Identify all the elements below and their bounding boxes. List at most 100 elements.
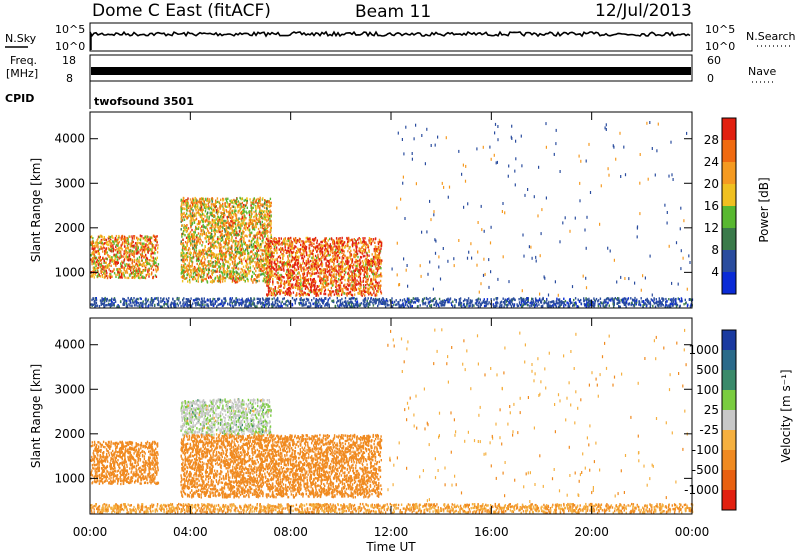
scatter-cell: [307, 266, 310, 269]
scatter-cell: [223, 219, 225, 223]
scatter-cell: [366, 266, 368, 269]
scatter-cell: [270, 219, 272, 223]
scatter-cell: [188, 235, 190, 238]
scatter-cell: [114, 236, 117, 240]
scatter-cell: [199, 233, 202, 236]
scatter-cell: [207, 249, 209, 253]
scatter-cell: [239, 245, 241, 248]
scatter-cell: [318, 243, 320, 246]
scatter-cell: [114, 239, 116, 242]
scatter-cell: [183, 277, 186, 280]
scatter-cell: [222, 226, 224, 230]
scatter-cell: [233, 228, 236, 232]
scatter-cell: [284, 248, 286, 251]
scatter-cell: [307, 278, 309, 282]
scatter-cell: [220, 239, 222, 242]
scatter-cell: [211, 218, 214, 222]
scatter-cell: [110, 238, 112, 242]
scatter-cell: [357, 238, 359, 241]
scatter-cell: [181, 219, 183, 222]
scatter-cell: [140, 237, 142, 240]
scatter-cell: [255, 246, 257, 249]
scatter-cell: [206, 234, 208, 238]
scatter-cell: [231, 270, 233, 273]
scatter-cell: [251, 246, 253, 249]
scatter-cell: [94, 273, 96, 276]
scatter-cell: [100, 241, 102, 245]
scatter-cell: [235, 227, 238, 230]
scatter-cell: [231, 260, 234, 263]
scatter-cell: [322, 239, 325, 242]
scatter-cell: [216, 212, 219, 216]
scatter-cell: [156, 241, 158, 244]
scatter-cell: [100, 238, 103, 242]
scatter-cell: [108, 268, 110, 271]
scatter-cell: [317, 285, 319, 288]
scatter-cell: [269, 243, 272, 246]
scatter-cell: [377, 258, 379, 262]
scatter-cell: [233, 212, 235, 216]
scatter-cell: [156, 251, 159, 254]
scatter-cell: [347, 249, 349, 253]
scatter-cell: [355, 254, 357, 257]
scatter-cell: [227, 260, 229, 263]
scatter-cell: [366, 259, 368, 262]
scatter-cell: [210, 203, 213, 206]
scatter-cell: [249, 260, 251, 263]
scatter-cell: [235, 250, 237, 253]
scatter-cell: [141, 242, 144, 245]
scatter-cell: [239, 257, 241, 261]
scatter-cell: [138, 251, 140, 254]
scatter-cell: [242, 211, 244, 214]
scatter-cell: [215, 218, 217, 221]
scatter-cell: [128, 250, 131, 253]
scatter-cell: [260, 204, 262, 207]
scatter-cell: [199, 249, 202, 252]
scatter-cell: [203, 267, 205, 271]
scatter-cell: [223, 252, 225, 255]
scatter-cell: [132, 264, 134, 268]
scatter-cell: [93, 262, 95, 265]
scatter-cell: [139, 253, 142, 256]
scatter-cell: [273, 251, 275, 255]
scatter-cell: [242, 272, 245, 275]
scatter-cell: [282, 254, 285, 257]
scatter-cell: [246, 277, 248, 280]
scatter-cell: [211, 200, 213, 203]
scatter-cell: [252, 257, 255, 260]
scatter-cell: [362, 264, 365, 267]
scatter-cell: [183, 203, 185, 206]
scatter-cell: [123, 245, 126, 248]
scatter-cell: [236, 264, 238, 267]
scatter-cell: [238, 226, 240, 229]
scatter-cell: [145, 243, 147, 246]
scatter-cell: [219, 280, 222, 284]
scatter-cell: [221, 238, 224, 242]
scatter-cell: [197, 227, 200, 231]
scatter-cell: [255, 274, 257, 277]
scatter-cell: [267, 230, 269, 233]
scatter-cell: [195, 227, 198, 230]
scatter-cell: [92, 268, 95, 272]
scatter-cell: [108, 263, 110, 266]
scatter-cell: [243, 236, 245, 240]
scatter-cell: [190, 218, 192, 221]
scatter-cell: [191, 263, 193, 266]
scatter-cell: [201, 232, 203, 236]
scatter-cell: [259, 221, 261, 224]
scatter-cell: [211, 272, 213, 275]
scatter-cell: [256, 236, 259, 239]
scatter-cell: [218, 245, 220, 248]
scatter-cell: [99, 240, 101, 244]
scatter-cell: [96, 266, 99, 270]
scatter-cell: [269, 224, 271, 227]
scatter-cell: [249, 220, 252, 223]
scatter-cell: [150, 253, 152, 256]
scatter-cell: [194, 251, 197, 254]
scatter-cell: [380, 275, 383, 278]
scatter-cell: [190, 233, 193, 236]
scatter-cell: [228, 205, 231, 208]
scatter-cell: [96, 241, 98, 244]
scatter-cell: [216, 257, 218, 261]
scatter-cell: [235, 202, 238, 206]
